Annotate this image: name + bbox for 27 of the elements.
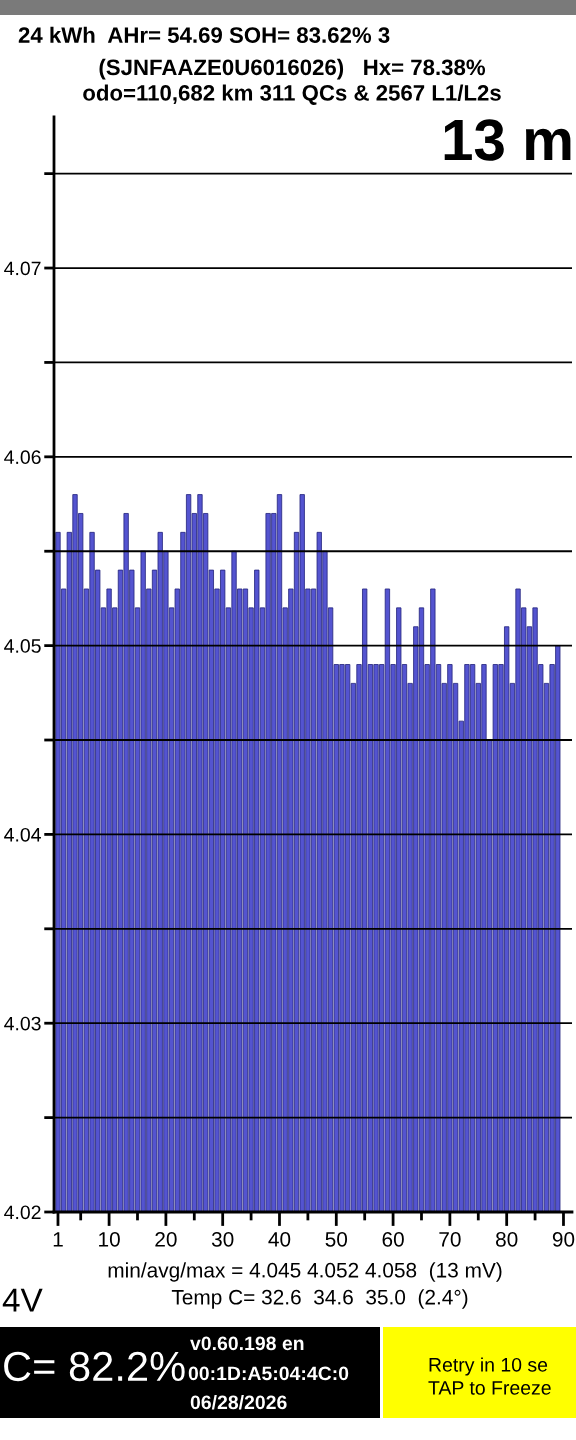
text: 06/28/2026 bbox=[190, 1394, 287, 1410]
x-tick-label: 1 bbox=[53, 1232, 63, 1247]
chart-title: 24 kWh AHr= 54.69 SOH= 83.62% 3 bbox=[18, 26, 390, 43]
x-tick-label: 60 bbox=[382, 1231, 404, 1247]
x-tick-label: 30 bbox=[211, 1231, 234, 1247]
x-tick-label: 90 bbox=[552, 1231, 575, 1247]
y-tick-label: 4.07 bbox=[4, 261, 41, 276]
x-tick-label: 10 bbox=[99, 1231, 120, 1247]
x-tick-label: 70 bbox=[439, 1231, 461, 1247]
annotation: 13 m bbox=[444, 119, 571, 161]
text: 4V bbox=[2, 1288, 43, 1312]
text: C= 82.2% bbox=[4, 1351, 185, 1382]
y-tick-label: 4.04 bbox=[4, 827, 41, 842]
y-tick-label: 4.05 bbox=[4, 639, 41, 653]
text: Temp C= 32.6 34.6 35.0 (2.4°) bbox=[171, 1289, 468, 1309]
text: min/avg/max = 4.045 4.052 4.058 (13 mV) bbox=[108, 1262, 502, 1282]
x-tick-label: 40 bbox=[268, 1231, 291, 1247]
x-tick-label: 50 bbox=[325, 1231, 348, 1247]
chart-subtitle: (SJNFAAZE0U6016026) Hx= 78.38% odo=110,682 km 311 QCs & 2567 L1/L2s bbox=[83, 58, 501, 105]
y-tick-label: 4.06 bbox=[4, 450, 41, 465]
text: v0.60.198 en bbox=[190, 1336, 304, 1351]
text: 00:1D:A5:04:4C:0 bbox=[188, 1366, 349, 1381]
y-tick-label: 4.03 bbox=[4, 1016, 41, 1031]
x-tick-label: 80 bbox=[496, 1231, 518, 1247]
y-tick-label: 4.02 bbox=[4, 1205, 41, 1220]
text: Retry in 10 se TAP to Freeze bbox=[428, 1357, 551, 1395]
x-tick-label: 20 bbox=[155, 1231, 177, 1247]
